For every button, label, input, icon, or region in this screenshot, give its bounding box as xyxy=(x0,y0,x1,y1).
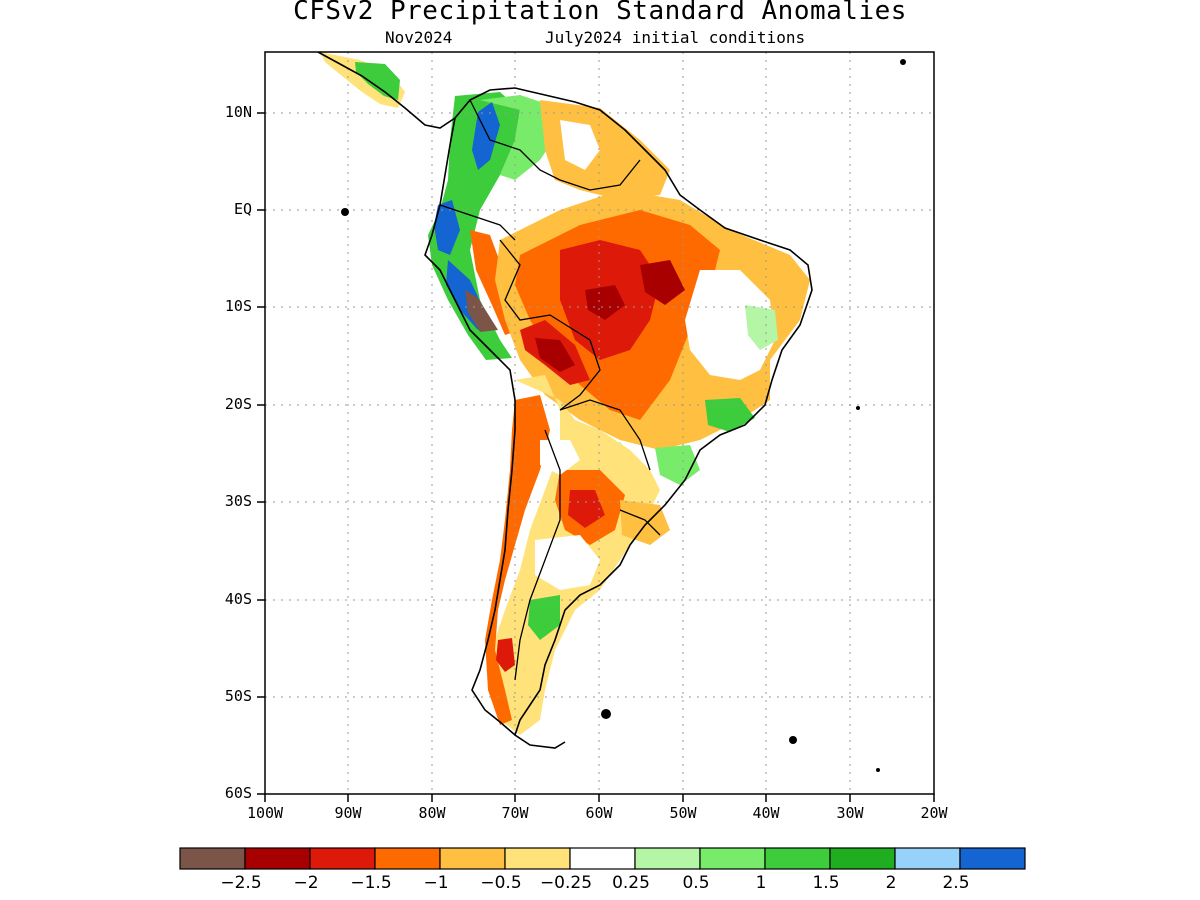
colorbar xyxy=(179,847,1026,870)
colorbar-label: −1.5 xyxy=(350,873,392,893)
colorbar-swatch xyxy=(634,847,701,870)
colorbar-swatch xyxy=(699,847,766,870)
lat-tick-label: 20S xyxy=(224,395,252,413)
lon-tick-label: 50W xyxy=(669,804,697,822)
lon-tick-label: 40W xyxy=(752,804,780,822)
forecast-month: Nov2024 xyxy=(385,28,453,47)
lon-tick-label: 80W xyxy=(418,804,446,822)
colorbar-swatch xyxy=(569,847,636,870)
lon-tick-label: 20W xyxy=(920,804,948,822)
colorbar-swatch xyxy=(439,847,506,870)
colorbar-label: −0.5 xyxy=(480,873,522,893)
map-title: CFSv2 Precipitation Standard Anomalies xyxy=(293,0,907,26)
colorbar-swatch xyxy=(309,847,376,870)
lat-tick-label: 30S xyxy=(224,492,252,510)
colorbar-swatch xyxy=(244,847,311,870)
colorbar-swatch xyxy=(504,847,571,870)
colorbar-label: 1 xyxy=(755,873,767,893)
colorbar-label: 0.5 xyxy=(682,873,710,893)
lat-tick-label: 60S xyxy=(224,784,252,802)
colorbar-label: −2.5 xyxy=(220,873,262,893)
colorbar-label: −0.25 xyxy=(539,873,593,893)
colorbar-label: 0.25 xyxy=(612,873,650,893)
colorbar-label: 2.5 xyxy=(942,873,970,893)
lat-tick-label: 10N xyxy=(224,103,252,121)
lon-tick-label: 90W xyxy=(334,804,362,822)
axis-ticks xyxy=(257,112,935,802)
colorbar-swatch xyxy=(374,847,441,870)
colorbar-swatch xyxy=(764,847,831,870)
lon-tick-label: 100W xyxy=(246,804,284,822)
colorbar-swatch xyxy=(829,847,896,870)
coastlines xyxy=(317,52,813,749)
colorbar-swatch xyxy=(179,847,246,870)
islands xyxy=(341,59,906,772)
colorbar-label: −1 xyxy=(423,873,449,893)
colorbar-label: 1.5 xyxy=(812,873,840,893)
lon-tick-label: 30W xyxy=(836,804,864,822)
lon-tick-label: 70W xyxy=(501,804,529,822)
colorbar-swatch xyxy=(959,847,1026,870)
lat-tick-label: 10S xyxy=(224,297,252,315)
colorbar-swatch xyxy=(894,847,961,870)
initial-conditions: July2024 initial conditions xyxy=(545,28,806,47)
lon-tick-label: 60W xyxy=(585,804,613,822)
lat-tick-label: EQ xyxy=(233,200,252,218)
lat-tick-label: 50S xyxy=(224,687,252,705)
colorbar-label: 2 xyxy=(885,873,897,893)
colorbar-label: −2 xyxy=(293,873,319,893)
lat-tick-label: 40S xyxy=(224,590,252,608)
